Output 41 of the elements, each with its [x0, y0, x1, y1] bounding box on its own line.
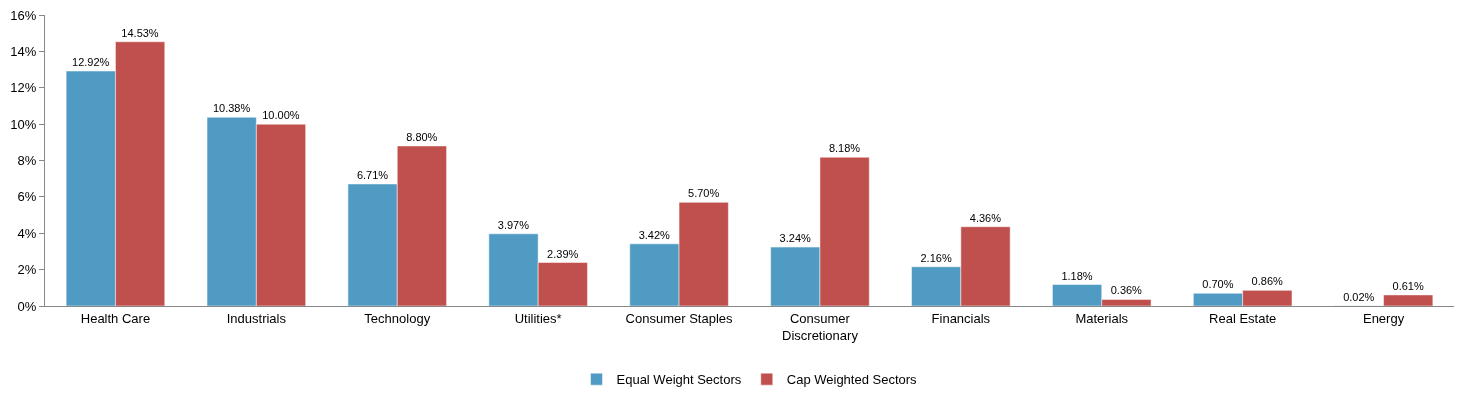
x-tick-label: Consumer Staples: [625, 310, 734, 326]
y-tick-label: 12%: [10, 80, 37, 96]
data-label: 0.02%: [1343, 290, 1375, 303]
data-label: 3.97%: [497, 218, 530, 231]
data-label: 14.53%: [121, 26, 159, 39]
y-tick-label: 10%: [10, 116, 37, 132]
data-label: 6.71%: [356, 168, 389, 181]
legend-label: Cap Weighted Sectors: [786, 372, 918, 388]
x-tick-label: Consumer Discretionary: [782, 310, 859, 343]
y-tick-label: 6%: [17, 189, 37, 205]
data-label: 0.36%: [1110, 284, 1143, 297]
data-label: 8.80%: [406, 130, 438, 143]
y-tick-label: 8%: [17, 153, 37, 169]
y-tick-label: 0%: [17, 298, 37, 314]
x-tick-label: Technology: [364, 310, 431, 326]
y-tick-label: 16%: [10, 7, 37, 23]
data-label: 3.42%: [638, 228, 671, 241]
x-tick-label: Materials: [1075, 310, 1129, 326]
data-label: 2.39%: [547, 247, 579, 260]
data-label: 2.16%: [920, 251, 952, 264]
y-tick-label: 4%: [17, 225, 37, 241]
data-label: 12.92%: [72, 56, 110, 69]
data-label: 0.86%: [1251, 275, 1284, 288]
x-tick-label: Utilities*: [514, 310, 562, 326]
x-tick-label: Health Care: [80, 310, 151, 326]
data-label: 10.00%: [262, 109, 300, 122]
y-tick-label: 14%: [10, 43, 37, 59]
y-tick-label: 2%: [17, 262, 37, 278]
data-label: 10.38%: [212, 102, 251, 115]
data-label: 1.18%: [1061, 269, 1093, 282]
data-label: 4.36%: [969, 211, 1002, 224]
data-label: 0.61%: [1392, 279, 1424, 292]
data-label: 3.24%: [779, 232, 811, 245]
legend-label: Equal Weight Sectors: [616, 372, 742, 388]
data-label: 5.70%: [688, 187, 720, 200]
x-tick-label: Financials: [931, 310, 991, 326]
x-tick-label: Energy: [1362, 310, 1405, 326]
data-label: 0.70%: [1202, 278, 1234, 291]
data-label: 8.18%: [828, 142, 861, 155]
x-tick-label: Industrials: [226, 310, 287, 326]
x-tick-label: Real Estate: [1209, 310, 1277, 326]
